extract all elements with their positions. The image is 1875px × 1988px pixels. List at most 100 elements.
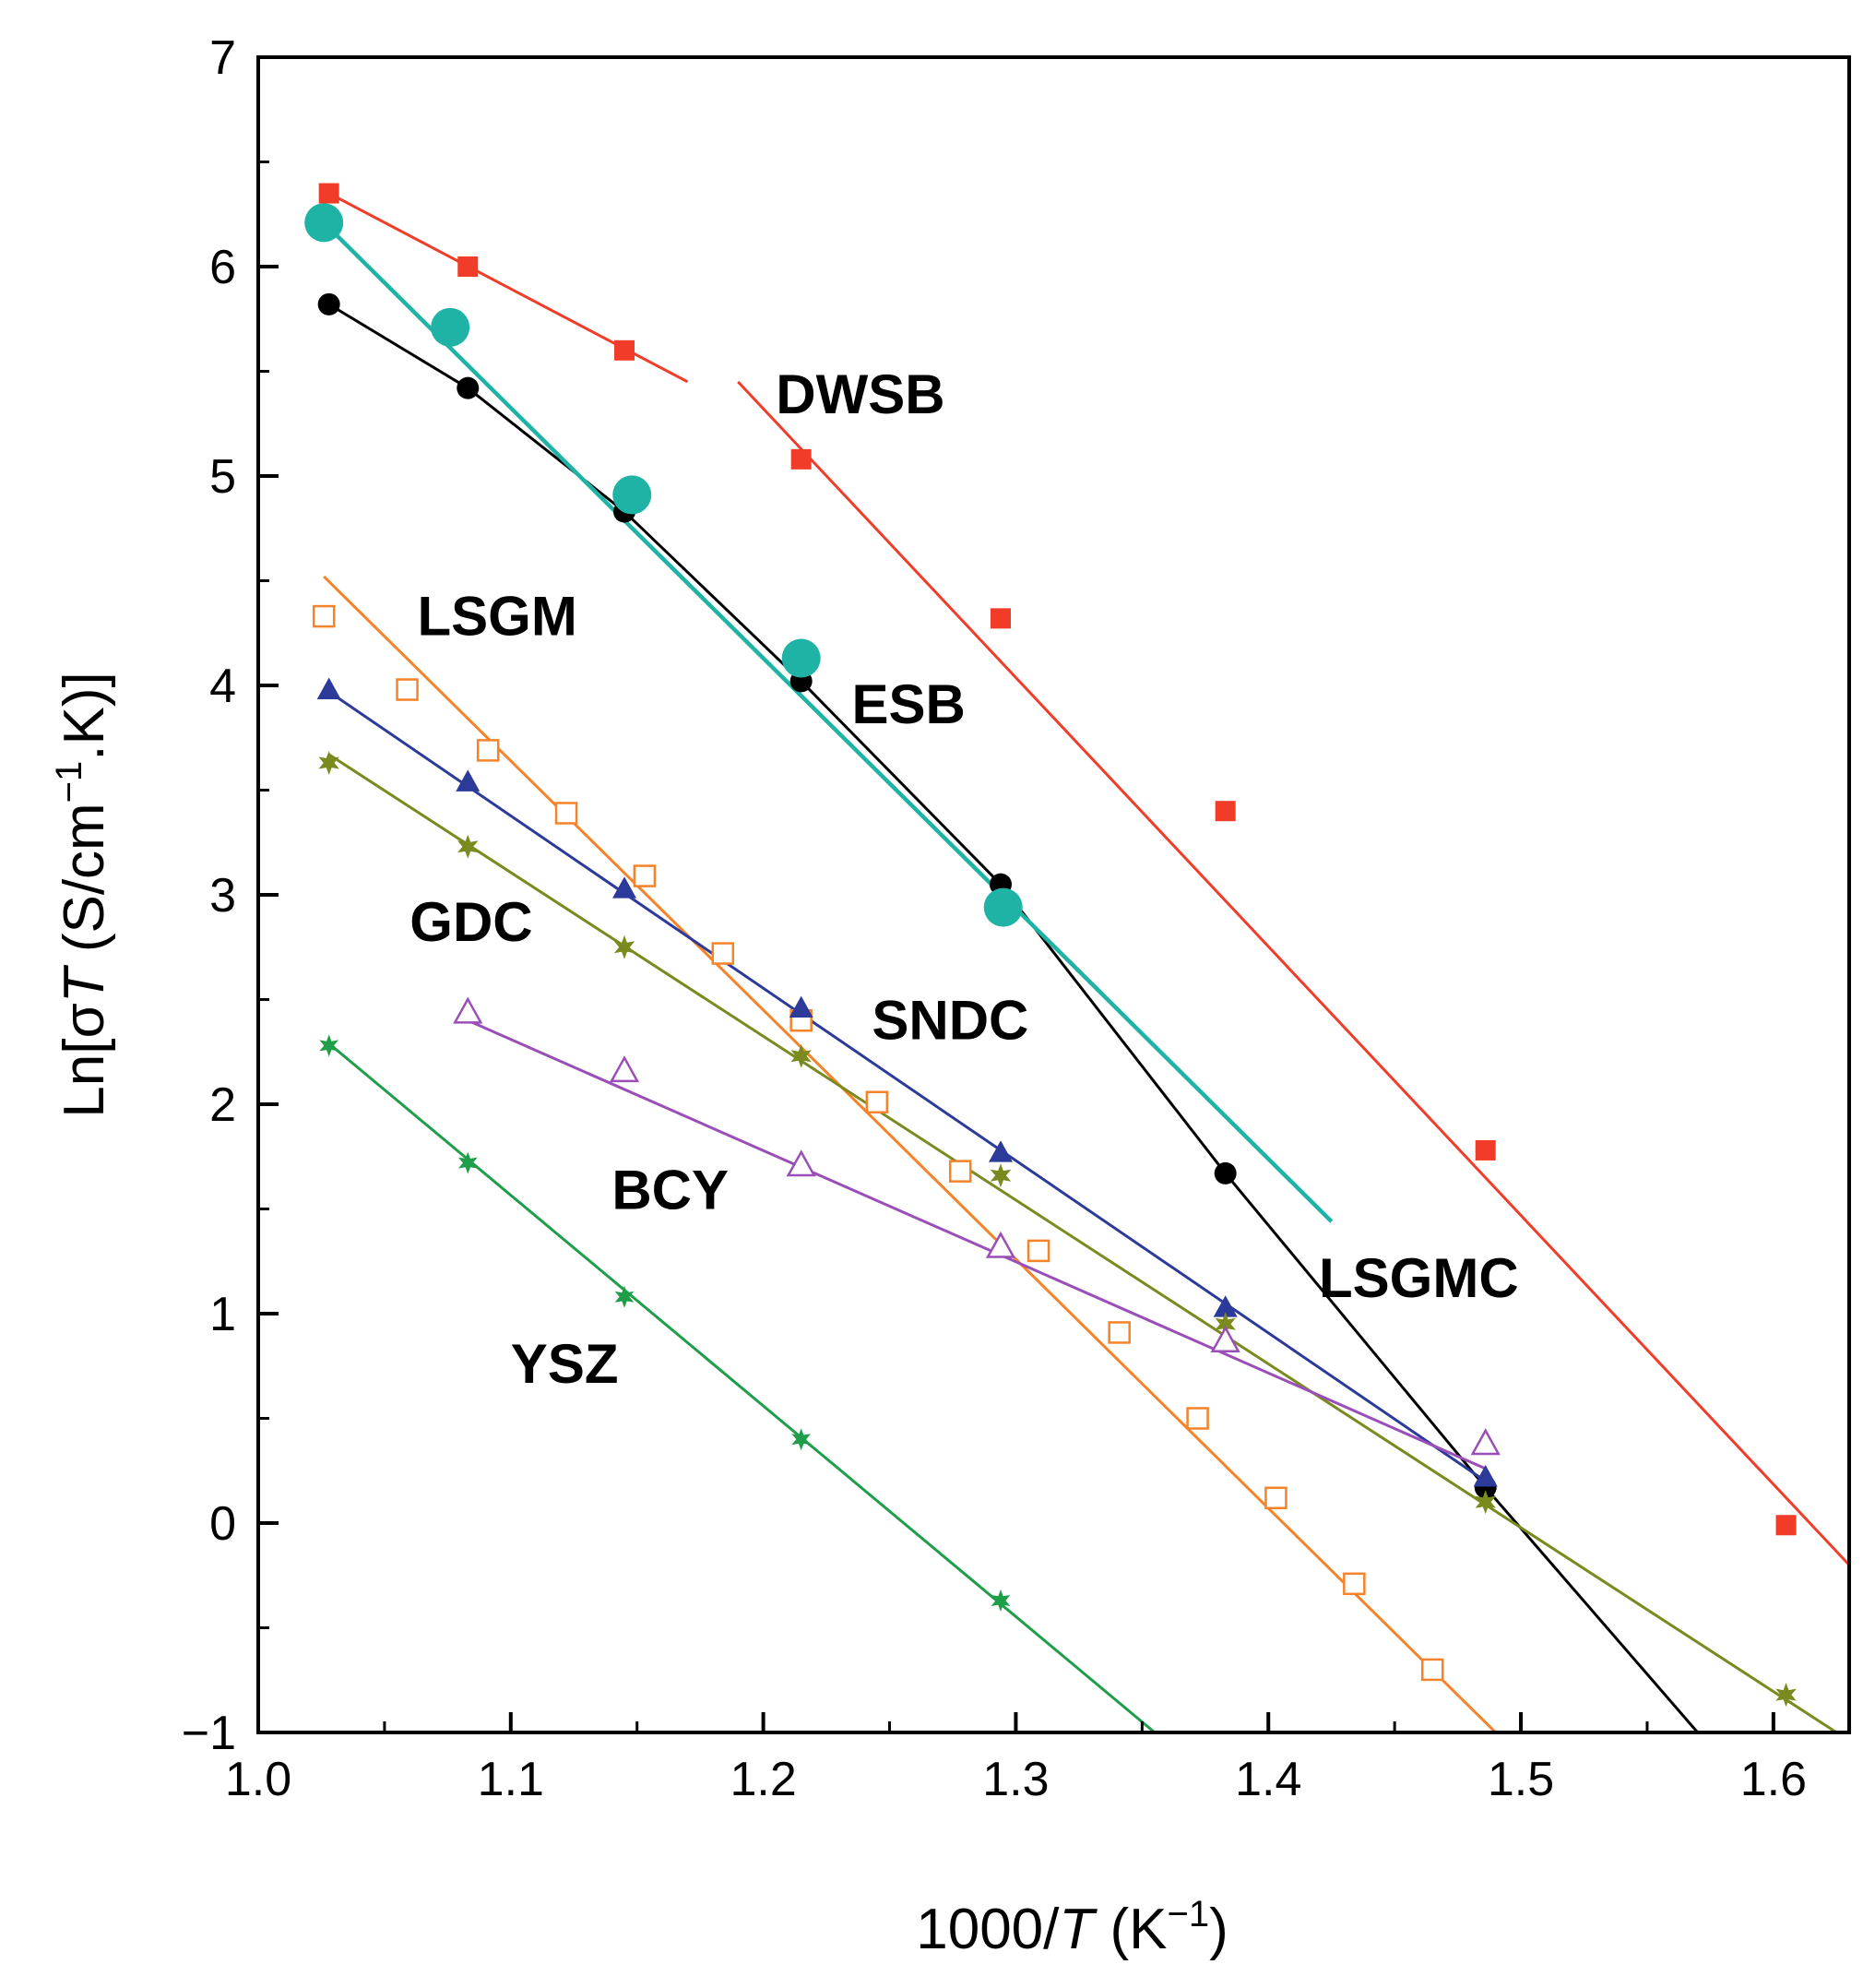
label-dwsb: DWSB xyxy=(776,363,944,425)
marker-lsgm xyxy=(1108,1321,1131,1344)
x-axis-title-unit: (K xyxy=(1094,1898,1167,1961)
y-axis-title-italic: T xyxy=(53,964,116,1003)
marker-lsgmc xyxy=(457,376,480,399)
y-tick-label: −1 xyxy=(182,1707,236,1760)
marker-lsgm xyxy=(633,864,657,887)
fit-line-ysz xyxy=(327,1042,1156,1732)
marker-sndc xyxy=(456,769,481,792)
marker-bcy xyxy=(1470,1428,1501,1456)
marker-gdc xyxy=(1215,1312,1236,1337)
marker-lsgm xyxy=(1027,1239,1050,1263)
x-axis-title-italic: T xyxy=(1059,1898,1098,1961)
marker-sndc xyxy=(989,1140,1013,1162)
y-axis-title: Ln[σT (S/cm−1.K)] xyxy=(49,672,116,1118)
label-esb: ESB xyxy=(851,673,965,735)
marker-dwsb xyxy=(614,339,635,361)
x-tick-label: 1.3 xyxy=(982,1753,1049,1806)
marker-dwsb xyxy=(991,608,1011,629)
fit-line-lsgmc xyxy=(327,303,1699,1732)
marker-sndc xyxy=(1473,1465,1498,1487)
y-tick-label: 4 xyxy=(209,660,236,713)
marker-lsgm xyxy=(554,802,578,825)
marker-bcy xyxy=(786,1149,816,1177)
marker-lsgm xyxy=(711,942,735,965)
y-axis-title-unit: (S/cm xyxy=(53,803,116,968)
marker-gdc xyxy=(1475,1490,1496,1515)
x-axis-ticks: 1.0 1.1 1.2 1.3 1.4 1.5 1.6 xyxy=(225,1712,1807,1806)
marker-dwsb xyxy=(1475,1139,1496,1161)
fit-line-esb xyxy=(322,220,1334,1223)
marker-lsgm xyxy=(1186,1407,1209,1430)
marker-lsgm xyxy=(948,1160,972,1183)
marker-lsgmc xyxy=(1214,1161,1237,1184)
marker-dwsb xyxy=(1215,801,1236,822)
marker-gdc xyxy=(457,834,479,859)
marker-dwsb xyxy=(457,256,479,277)
fit-line-dwsb xyxy=(737,380,1849,1566)
marker-dwsb xyxy=(318,183,339,204)
y-tick-label: 5 xyxy=(209,450,236,504)
marker-esb xyxy=(304,203,344,243)
x-tick-label: 1.5 xyxy=(1488,1753,1554,1806)
marker-ysz xyxy=(319,1034,339,1057)
marker-gdc xyxy=(790,1043,812,1068)
marker-esb xyxy=(612,475,652,515)
x-tick-label: 1.6 xyxy=(1740,1753,1807,1806)
marker-ysz xyxy=(991,1589,1011,1612)
y-tick-label: 7 xyxy=(209,31,236,85)
marker-lsgm xyxy=(312,604,336,628)
marker-ysz xyxy=(614,1285,635,1308)
y-tick-label: 2 xyxy=(209,1078,236,1132)
marker-ysz xyxy=(791,1428,812,1451)
y-axis-ticks: −1 0 1 2 3 4 5 6 7 xyxy=(182,31,279,1760)
marker-lsgm xyxy=(476,739,500,762)
marker-sndc xyxy=(316,677,341,699)
marker-esb xyxy=(431,307,470,347)
marker-lsgm xyxy=(1420,1658,1444,1682)
marker-lsgm xyxy=(865,1090,889,1113)
marker-gdc xyxy=(1775,1683,1797,1708)
marker-bcy xyxy=(1210,1325,1240,1352)
marker-lsgmc xyxy=(317,292,340,315)
marker-dwsb xyxy=(1775,1515,1797,1536)
x-axis-title-close: ) xyxy=(1209,1898,1228,1961)
y-tick-label: 0 xyxy=(209,1497,236,1551)
marker-gdc xyxy=(613,934,635,959)
marker-sndc xyxy=(789,995,813,1018)
label-ysz: YSZ xyxy=(511,1333,619,1395)
label-gdc: GDC xyxy=(409,891,532,953)
label-sndc: SNDC xyxy=(872,990,1028,1052)
x-tick-label: 1.0 xyxy=(225,1753,291,1806)
marker-bcy xyxy=(453,996,483,1024)
fit-line-lsgm xyxy=(323,575,1497,1732)
marker-lsgm xyxy=(396,678,419,701)
y-tick-label: 3 xyxy=(209,869,236,923)
x-tick-label: 1.4 xyxy=(1235,1753,1301,1806)
label-lsgm: LSGM xyxy=(418,586,577,648)
marker-dwsb xyxy=(790,448,812,470)
fit-lines xyxy=(322,192,1849,1732)
fit-line-bcy xyxy=(467,1018,1487,1470)
fit-line-gdc xyxy=(327,753,1838,1732)
marker-lsgm xyxy=(1264,1486,1288,1510)
x-axis-title-prefix: 1000/ xyxy=(916,1898,1060,1961)
y-axis-title-prefix: Ln[σ xyxy=(53,1003,116,1117)
label-bcy: BCY xyxy=(611,1160,729,1221)
marker-gdc xyxy=(318,751,339,775)
x-axis-title: 1000/T (K−1) xyxy=(916,1894,1228,1961)
x-axis-title-superscript: −1 xyxy=(1168,1894,1210,1934)
marker-ysz xyxy=(457,1151,478,1174)
label-lsgmc: LSGMC xyxy=(1319,1247,1519,1309)
marker-esb xyxy=(781,638,821,678)
fit-line-sndc xyxy=(327,690,1487,1482)
marker-bcy xyxy=(609,1055,640,1083)
y-tick-label: 1 xyxy=(209,1288,236,1341)
data-markers xyxy=(304,183,1797,1708)
x-tick-label: 1.1 xyxy=(478,1753,544,1806)
marker-esb xyxy=(983,887,1023,927)
y-axis-title-close: .K)] xyxy=(53,672,116,760)
marker-gdc xyxy=(990,1163,1012,1188)
marker-sndc xyxy=(1213,1295,1238,1317)
marker-bcy xyxy=(985,1231,1016,1258)
